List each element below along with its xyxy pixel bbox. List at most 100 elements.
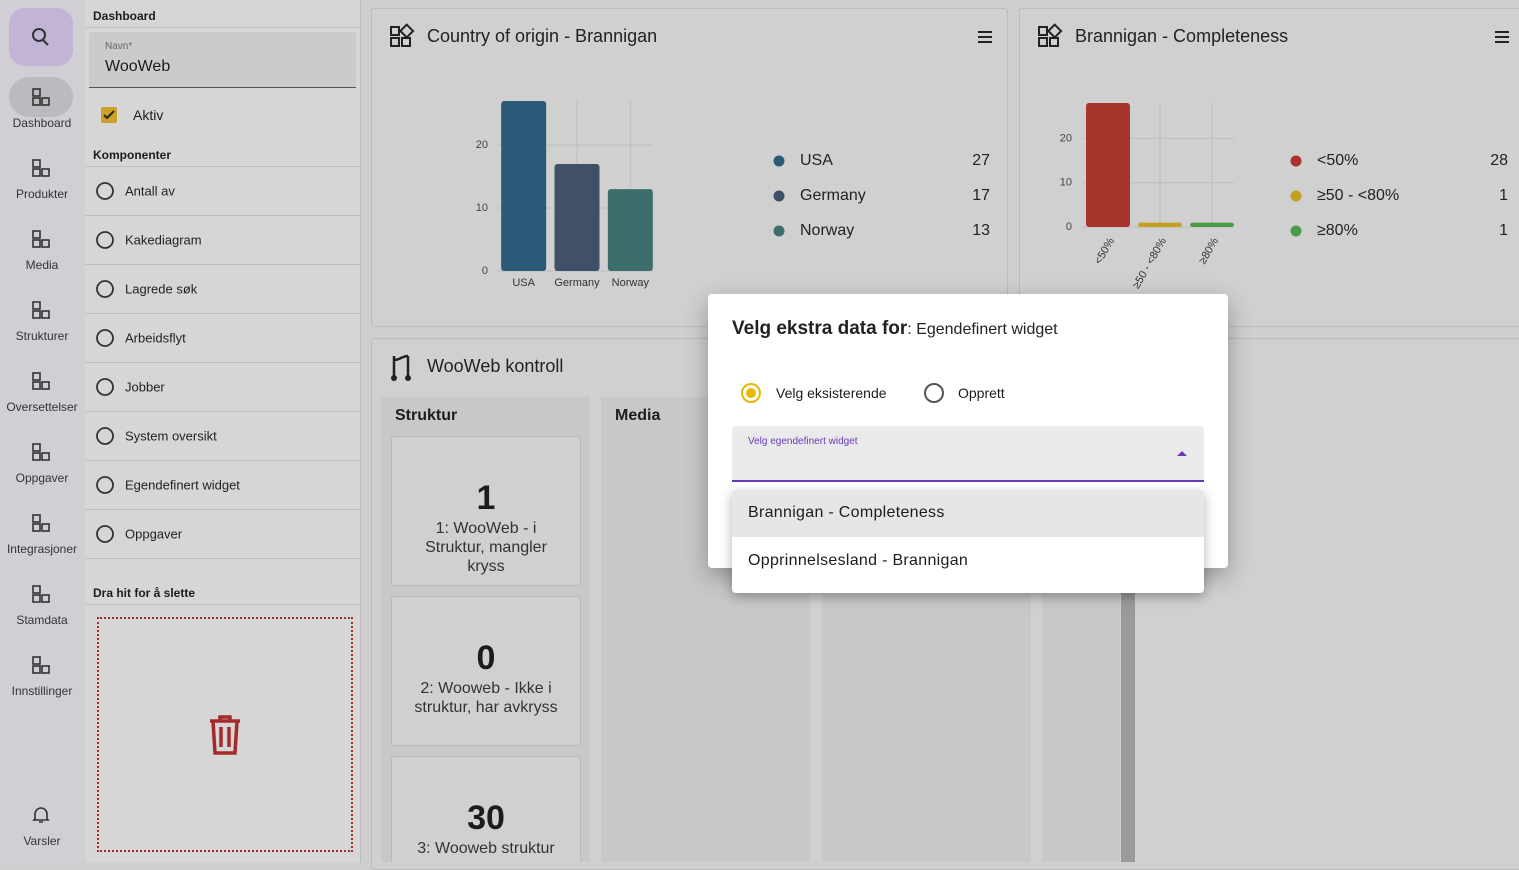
bar <box>1138 222 1182 227</box>
radio-selected[interactable] <box>740 382 762 404</box>
x-tick-label: ≥50 - <80% <box>1130 236 1169 291</box>
menu-icon[interactable] <box>978 31 1509 43</box>
component-item[interactable]: Egendefinert widget <box>125 477 240 493</box>
legend-swatch <box>773 225 785 237</box>
y-tick-label: 10 <box>1060 177 1072 189</box>
y-tick-label: 0 <box>482 265 488 277</box>
component-item[interactable]: Lagrede søk <box>125 281 198 297</box>
nav-label[interactable]: Strukturer <box>15 329 69 343</box>
component-item[interactable]: System oversikt <box>125 428 217 444</box>
nav-label[interactable]: Varsler <box>23 834 61 848</box>
separator <box>85 27 360 28</box>
menu-option[interactable]: Opprinnelsesland - Brannigan <box>748 552 969 569</box>
radio-label: Velg eksisterende <box>776 385 887 401</box>
nav-label[interactable]: Oppgaver <box>15 471 69 485</box>
card-count: 1 <box>476 479 496 517</box>
nav-label[interactable]: Dashboard <box>12 116 72 130</box>
component-icon <box>96 280 114 298</box>
icon-shape <box>96 329 114 347</box>
select-label: Velg egendefinert widget <box>748 436 858 447</box>
nav-label[interactable]: Integrasjoner <box>6 542 78 556</box>
section-title: Komponenter <box>93 148 171 162</box>
nav-label[interactable]: Produkter <box>15 187 69 201</box>
x-tick-label: Norway <box>612 277 650 289</box>
component-icon <box>96 231 114 249</box>
bar <box>1086 103 1130 227</box>
icon-shape <box>96 476 114 494</box>
y-tick-label: 10 <box>476 202 488 214</box>
icon-shape <box>32 452 41 461</box>
separator <box>85 313 360 314</box>
nav-icon <box>32 159 50 177</box>
separator <box>85 509 360 510</box>
component-icon <box>96 427 114 445</box>
kanban-card[interactable]: 30 3: Wooweb struktur <box>391 756 581 862</box>
nav-label[interactable]: Innstillinger <box>11 684 73 698</box>
icon-shape <box>41 665 50 674</box>
icon-shape <box>41 594 50 603</box>
card-count: 0 <box>476 639 496 677</box>
select-field[interactable] <box>732 426 1204 482</box>
icon-shape <box>41 381 50 390</box>
component-item[interactable]: Oppgaver <box>125 526 183 542</box>
component-item[interactable]: Kakediagram <box>125 232 202 248</box>
separator <box>85 166 360 167</box>
nav-icon <box>32 88 50 106</box>
icon-shape <box>32 594 41 603</box>
legend-swatch <box>1290 225 1302 237</box>
icon-shape <box>32 665 41 674</box>
radio-label: Opprett <box>958 385 1005 401</box>
nav-rail <box>0 0 84 862</box>
legend-value: 17 <box>972 187 990 204</box>
legend-swatch <box>1290 155 1302 167</box>
menu-option[interactable]: Brannigan - Completeness <box>748 504 945 521</box>
icon-shape <box>32 239 41 248</box>
component-icon <box>96 378 114 396</box>
legend-value: 1 <box>1499 187 1508 204</box>
nav-icon <box>32 372 50 390</box>
legend-label: ≥50 - <80% <box>1317 187 1399 204</box>
icon-shape <box>32 514 41 523</box>
x-tick-label: ≥80% <box>1197 236 1222 266</box>
widget-card <box>371 8 1008 327</box>
kanban-card[interactable]: 0 2: Wooweb - Ikke i struktur, har avkrys… <box>391 596 581 746</box>
icon-shape <box>96 182 114 200</box>
kanban-column: Struktur 1 1: WooWeb - i Struktur, mangle… <box>381 397 590 862</box>
icon-shape <box>32 310 41 319</box>
nav-label[interactable]: Oversettelser <box>6 400 78 414</box>
name-field[interactable] <box>89 32 356 88</box>
field-label: Navn* <box>105 41 133 52</box>
y-tick-label: 20 <box>476 139 488 151</box>
nav-label[interactable]: Stamdata <box>16 613 68 627</box>
widget-icon <box>1038 23 1063 47</box>
component-item[interactable]: Antall av <box>125 183 175 199</box>
kanban-card[interactable]: 1 1: WooWeb - i Struktur, mangler kryss <box>391 436 581 586</box>
search-icon <box>32 28 49 46</box>
nav-icon <box>32 443 50 461</box>
y-tick-label: 0 <box>1066 221 1072 233</box>
legend-value: 1 <box>1499 222 1508 239</box>
radio[interactable] <box>923 382 945 404</box>
icon-shape <box>32 88 41 97</box>
nav-icon <box>32 656 50 674</box>
checkbox[interactable] <box>100 106 118 124</box>
component-item[interactable]: Jobber <box>125 379 165 395</box>
nav-label[interactable]: Media <box>25 258 59 272</box>
delete-zone <box>97 617 353 852</box>
legend-label: USA <box>800 152 833 169</box>
legend-value: 28 <box>1490 152 1508 169</box>
menu-option-hover <box>732 490 1204 537</box>
icon-shape <box>41 97 50 106</box>
dropdown-menu: Brannigan - Completeness Opprinnelseslan… <box>732 490 1204 593</box>
widget-title: Country of origin - Brannigan <box>427 26 657 46</box>
search-button[interactable] <box>9 8 73 66</box>
component-item[interactable]: Arbeidsflyt <box>125 330 186 346</box>
bell-icon <box>32 807 50 823</box>
widget-charts: Country of origin - Brannigan Brannigan … <box>390 23 1509 291</box>
icon-shape <box>41 523 50 532</box>
workflow-icon <box>391 354 411 381</box>
x-tick-label: USA <box>512 277 535 289</box>
widget-icon <box>390 23 415 47</box>
dialog-title: Velg ekstra data for: Egendefinert widge… <box>732 318 1058 340</box>
